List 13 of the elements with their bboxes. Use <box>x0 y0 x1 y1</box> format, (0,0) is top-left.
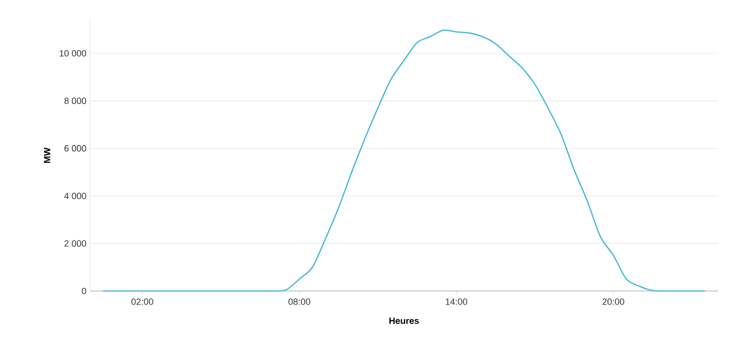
x-tick-label: 02:00 <box>131 298 154 305</box>
x-tick-label: 20:00 <box>602 298 624 305</box>
x-tick-label: 08:00 <box>288 298 310 305</box>
y-axis-title: MW <box>44 148 50 163</box>
y-tick-label: 2 000 <box>64 240 86 247</box>
y-tick-label: 8 000 <box>64 98 86 104</box>
y-tick-label: 6 000 <box>64 145 86 152</box>
x-tick-label: 14:00 <box>446 298 468 305</box>
y-tick-label: 0 <box>82 288 86 294</box>
line-series <box>102 30 706 292</box>
x-axis-title: Heures <box>389 318 419 324</box>
y-tick-label: 4 000 <box>64 192 86 200</box>
y-tick-label: 10 000 <box>60 50 86 56</box>
